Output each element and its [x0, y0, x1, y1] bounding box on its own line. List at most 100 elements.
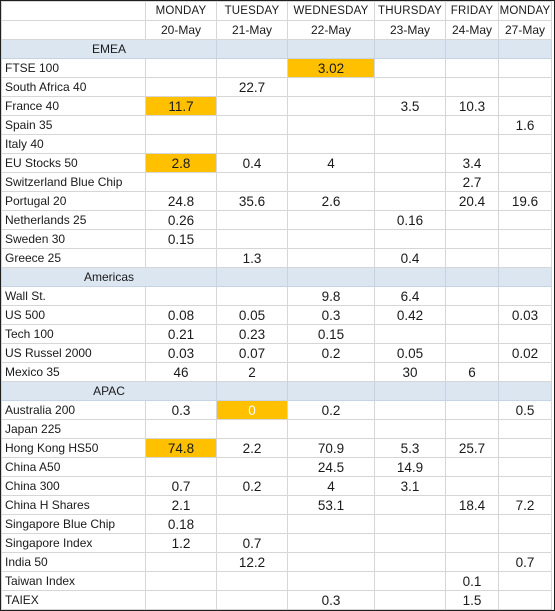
value-cell[interactable]: 0.05: [374, 343, 446, 363]
value-cell[interactable]: 0.21: [145, 324, 217, 344]
value-cell[interactable]: 24.5: [287, 457, 375, 477]
value-cell[interactable]: [445, 324, 499, 344]
value-cell[interactable]: [216, 229, 288, 249]
value-cell[interactable]: 0.4: [374, 248, 446, 268]
index-name[interactable]: US 500: [1, 305, 146, 325]
value-cell[interactable]: 22.7: [216, 77, 288, 97]
value-cell[interactable]: [498, 210, 552, 230]
value-cell[interactable]: 12.2: [216, 552, 288, 572]
value-cell[interactable]: [445, 248, 499, 268]
value-cell[interactable]: [145, 115, 217, 135]
value-cell[interactable]: 0.15: [287, 324, 375, 344]
index-name[interactable]: Portugal 20: [1, 191, 146, 211]
value-cell[interactable]: 0.1: [445, 571, 499, 591]
value-cell[interactable]: [216, 134, 288, 154]
value-cell[interactable]: [287, 514, 375, 534]
value-cell[interactable]: [216, 419, 288, 439]
value-cell[interactable]: [145, 134, 217, 154]
value-cell[interactable]: 0.08: [145, 305, 217, 325]
index-name[interactable]: EU Stocks 50: [1, 153, 146, 173]
value-cell[interactable]: [498, 590, 552, 610]
index-name[interactable]: Wall St.: [1, 286, 146, 306]
value-cell[interactable]: [445, 58, 499, 78]
value-cell[interactable]: [498, 324, 552, 344]
value-cell[interactable]: [374, 533, 446, 553]
index-name[interactable]: Switzerland Blue Chip: [1, 172, 146, 192]
value-cell[interactable]: 6: [445, 362, 499, 382]
value-cell[interactable]: 74.8: [145, 438, 217, 458]
index-name[interactable]: Singapore Blue Chip: [1, 514, 146, 534]
value-cell[interactable]: [145, 590, 217, 610]
index-name[interactable]: China A50: [1, 457, 146, 477]
value-cell[interactable]: 70.9: [287, 438, 375, 458]
value-cell[interactable]: 0.05: [216, 305, 288, 325]
value-cell[interactable]: 4: [287, 476, 375, 496]
value-cell[interactable]: [498, 96, 552, 116]
index-name[interactable]: India 50: [1, 552, 146, 572]
value-cell[interactable]: 0.26: [145, 210, 217, 230]
value-cell[interactable]: [374, 495, 446, 515]
value-cell[interactable]: 25.7: [445, 438, 499, 458]
value-cell[interactable]: 11.7: [145, 96, 217, 116]
value-cell[interactable]: 0.23: [216, 324, 288, 344]
value-cell[interactable]: [287, 533, 375, 553]
value-cell[interactable]: [216, 172, 288, 192]
value-cell[interactable]: [216, 58, 288, 78]
value-cell[interactable]: 0.2: [216, 476, 288, 496]
index-name[interactable]: Hong Kong HS50: [1, 438, 146, 458]
value-cell[interactable]: 53.1: [287, 495, 375, 515]
value-cell[interactable]: [374, 400, 446, 420]
value-cell[interactable]: [374, 419, 446, 439]
value-cell[interactable]: 35.6: [216, 191, 288, 211]
value-cell[interactable]: 0.15: [145, 229, 217, 249]
value-cell[interactable]: 0.03: [145, 343, 217, 363]
value-cell[interactable]: [374, 552, 446, 572]
value-cell[interactable]: [145, 58, 217, 78]
value-cell[interactable]: [145, 457, 217, 477]
index-name[interactable]: Mexico 35: [1, 362, 146, 382]
value-cell[interactable]: [216, 286, 288, 306]
value-cell[interactable]: [287, 96, 375, 116]
value-cell[interactable]: 9.8: [287, 286, 375, 306]
value-cell[interactable]: [498, 533, 552, 553]
value-cell[interactable]: 6.4: [374, 286, 446, 306]
value-cell[interactable]: 2.6: [287, 191, 375, 211]
value-cell[interactable]: [445, 286, 499, 306]
value-cell[interactable]: [498, 286, 552, 306]
value-cell[interactable]: [216, 590, 288, 610]
value-cell[interactable]: 2.2: [216, 438, 288, 458]
value-cell[interactable]: [498, 58, 552, 78]
value-cell[interactable]: [216, 96, 288, 116]
value-cell[interactable]: [145, 552, 217, 572]
value-cell[interactable]: [498, 514, 552, 534]
value-cell[interactable]: [445, 210, 499, 230]
value-cell[interactable]: 0.42: [374, 305, 446, 325]
value-cell[interactable]: [287, 229, 375, 249]
value-cell[interactable]: [287, 210, 375, 230]
value-cell[interactable]: [374, 324, 446, 344]
value-cell[interactable]: [498, 476, 552, 496]
index-name[interactable]: Spain 35: [1, 115, 146, 135]
index-name[interactable]: Taiwan Index: [1, 571, 146, 591]
value-cell[interactable]: 2.7: [445, 172, 499, 192]
value-cell[interactable]: 0.3: [287, 305, 375, 325]
value-cell[interactable]: 1.6: [498, 115, 552, 135]
index-name[interactable]: Greece 25: [1, 248, 146, 268]
value-cell[interactable]: [445, 134, 499, 154]
value-cell[interactable]: 2.8: [145, 153, 217, 173]
value-cell[interactable]: [287, 571, 375, 591]
value-cell[interactable]: 1.3: [216, 248, 288, 268]
value-cell[interactable]: 0.2: [287, 343, 375, 363]
value-cell[interactable]: [374, 134, 446, 154]
value-cell[interactable]: [287, 552, 375, 572]
index-name[interactable]: FTSE 100: [1, 58, 146, 78]
index-name[interactable]: US Russel 2000: [1, 343, 146, 363]
index-name[interactable]: China 300: [1, 476, 146, 496]
value-cell[interactable]: 0.3: [145, 400, 217, 420]
value-cell[interactable]: 0.4: [216, 153, 288, 173]
value-cell[interactable]: 4: [287, 153, 375, 173]
value-cell[interactable]: [445, 476, 499, 496]
value-cell[interactable]: [216, 457, 288, 477]
value-cell[interactable]: [216, 571, 288, 591]
index-name[interactable]: Netherlands 25: [1, 210, 146, 230]
